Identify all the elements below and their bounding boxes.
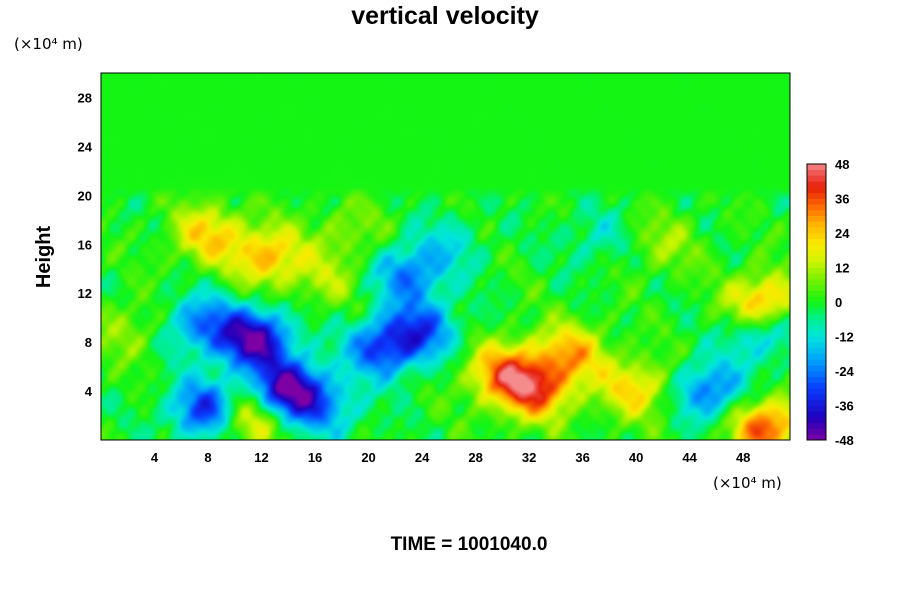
colorbar-block (807, 336, 826, 343)
x-tick-label: 8 (204, 450, 211, 465)
colorbar-block (807, 169, 826, 176)
plot-frame (100, 72, 791, 441)
colorbar-block (807, 267, 826, 274)
colorbar-block (807, 244, 826, 251)
colorbar-block (807, 221, 826, 228)
colorbar-block (807, 256, 826, 263)
colorbar-tick-label: 24 (835, 226, 850, 241)
x-axis-ticks: 4 8 12 16 20 24 28 32 36 40 44 48 (151, 450, 751, 465)
colorbar-block (807, 348, 826, 355)
x-tick-label: 28 (468, 450, 482, 465)
colorbar-block (807, 330, 826, 337)
colorbar-block (807, 233, 826, 240)
colorbar-block (807, 428, 826, 435)
x-tick-label: 12 (254, 450, 268, 465)
colorbar-block (807, 273, 826, 280)
colorbar-block (807, 296, 826, 303)
colorbar-block (807, 227, 826, 234)
x-tick-label: 32 (522, 450, 536, 465)
colorbar-block (807, 187, 826, 194)
colorbar-block (807, 359, 826, 366)
colorbar-tick-label: 36 (835, 192, 849, 207)
colorbar-block (807, 422, 826, 429)
colorbar-block (807, 290, 826, 297)
colorbar-block (807, 204, 826, 211)
colorbar-frame (806, 163, 827, 441)
colorbar-block (807, 353, 826, 360)
colorbar-tick-label: 0 (835, 295, 842, 310)
colorbar-tick-label: -12 (835, 330, 854, 345)
colorbar-block (807, 371, 826, 378)
y-tick-label: 4 (85, 384, 93, 399)
colorbar-block (807, 215, 826, 222)
y-tick-label: 8 (85, 335, 92, 350)
colorbar-tick-label: 12 (835, 261, 849, 276)
colorbar-block (807, 342, 826, 349)
colorbar-block (807, 434, 826, 441)
colorbar-block (807, 250, 826, 257)
x-tick-label: 44 (682, 450, 697, 465)
colorbar-block (807, 388, 826, 395)
time-label: TIME = 1001040.0 (391, 534, 548, 555)
x-tick-label: 36 (575, 450, 589, 465)
colorbar-block (807, 319, 826, 326)
colorbar-block (807, 307, 826, 314)
colorbar-ticks: 48 36 24 12 0 -12 -24 -36 -48 (835, 157, 855, 448)
y-axis-ticks: 4 8 12 16 20 24 28 (78, 90, 93, 399)
colorbar: 48 36 24 12 0 -12 -24 -36 -48 (806, 157, 855, 448)
x-tick-label: 24 (415, 450, 430, 465)
colorbar-block (807, 261, 826, 268)
colorbar-tick-label: -24 (835, 364, 855, 379)
colorbar-block (807, 376, 826, 383)
chart-title: vertical velocity (351, 2, 539, 30)
colorbar-block (807, 164, 826, 171)
x-axis-unit: (×10⁴ m) (713, 474, 782, 492)
y-tick-label: 24 (78, 139, 93, 154)
colorbar-tick-label: 48 (835, 157, 849, 172)
colorbar-block (807, 198, 826, 205)
colorbar-tick-label: -36 (835, 399, 854, 414)
y-tick-label: 20 (78, 188, 92, 203)
y-axis-unit: (×10⁴ m) (14, 35, 83, 53)
colorbar-block (807, 279, 826, 286)
x-tick-label: 48 (736, 450, 750, 465)
colorbar-block (807, 210, 826, 217)
colorbar-tick-label: -48 (835, 433, 854, 448)
colorbar-block (807, 399, 826, 406)
colorbar-block (807, 313, 826, 320)
colorbar-blocks (807, 164, 826, 441)
colorbar-block (807, 284, 826, 291)
x-tick-label: 40 (629, 450, 643, 465)
colorbar-block (807, 365, 826, 372)
colorbar-block (807, 382, 826, 389)
y-tick-label: 12 (78, 286, 92, 301)
colorbar-block (807, 238, 826, 245)
colorbar-block (807, 325, 826, 332)
colorbar-block (807, 302, 826, 309)
colorbar-block (807, 181, 826, 188)
x-tick-label: 20 (361, 450, 375, 465)
colorbar-block (807, 175, 826, 182)
colorbar-block (807, 411, 826, 418)
y-tick-label: 16 (78, 237, 92, 252)
colorbar-block (807, 394, 826, 401)
colorbar-block (807, 405, 826, 412)
x-tick-label: 16 (308, 450, 322, 465)
y-tick-label: 28 (78, 90, 92, 105)
heatmap-field (101, 73, 790, 440)
colorbar-block (807, 417, 826, 424)
colorbar-block (807, 192, 826, 199)
x-tick-label: 4 (151, 450, 159, 465)
y-axis-label: Height (33, 226, 55, 289)
plot-area (100, 72, 791, 441)
